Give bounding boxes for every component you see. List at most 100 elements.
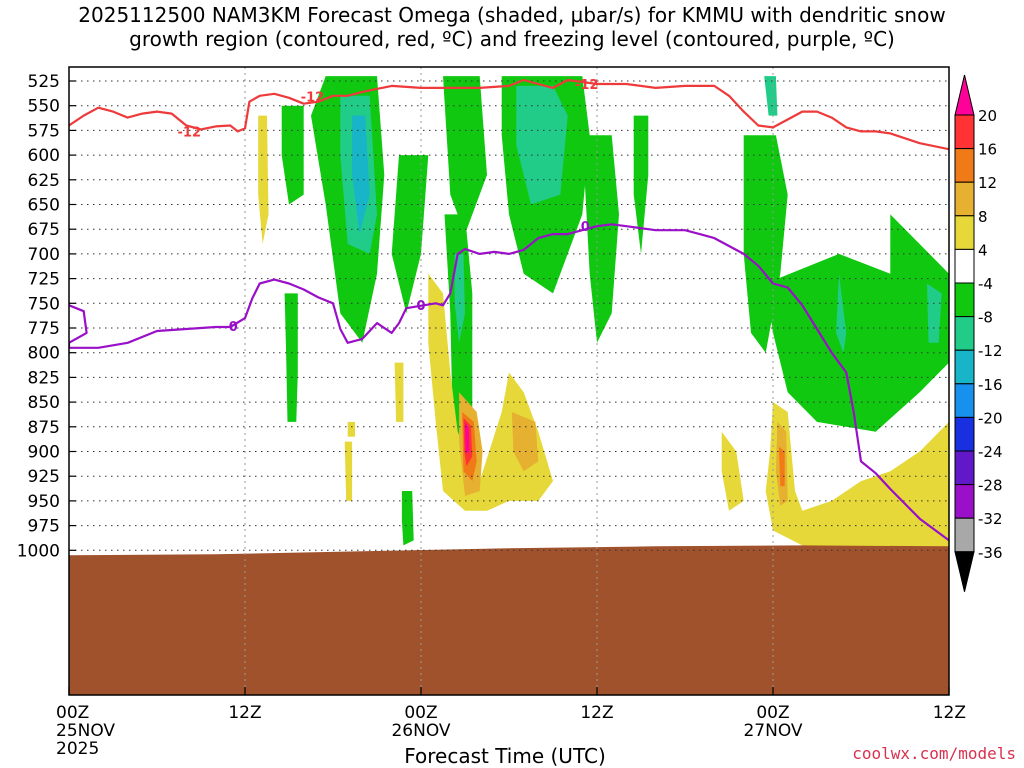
x-tick-label-0-l3: 2025: [56, 739, 99, 759]
x-tick-label-36-l1: 12Z: [580, 703, 613, 723]
omega-region-18: [927, 283, 942, 343]
colorbar-label-0: 20: [978, 107, 997, 125]
omega-region-31: [344, 441, 353, 501]
colorbar-top-arrow: [954, 74, 975, 116]
colorbar-segment-3: [954, 181, 975, 217]
colorbar-label-6: -8: [978, 309, 993, 327]
omega-region-11: [633, 115, 649, 254]
colorbar-label-7: -12: [978, 342, 1003, 360]
omega-region-24: [465, 421, 470, 454]
x-tick-label-24-l2: 26NOV: [391, 721, 450, 741]
chart-title-line2: growth region (contoured, red, ºC) and f…: [129, 27, 895, 51]
omega-region-26: [721, 431, 744, 511]
x-tick-label-24-l1: 00Z: [404, 703, 437, 723]
y-tick-label-675: 675: [28, 220, 60, 240]
freezing-contour-line: [69, 223, 949, 542]
x-tick-label-12-l1: 12Z: [228, 703, 261, 723]
x-axis-label: Forecast Time (UTC): [404, 744, 606, 768]
colorbar-bottom-arrow: [954, 551, 975, 592]
freezing-contour-label-2: 0: [581, 220, 590, 235]
omega-region-20: [428, 273, 553, 511]
ground-terrain: [69, 545, 949, 695]
y-tick-label-525: 525: [28, 72, 60, 92]
dgz-contour-label-2: -12: [575, 78, 599, 93]
colorbar-label-1: 16: [978, 141, 997, 159]
y-tick-label-600: 600: [28, 146, 60, 166]
colorbar-label-2: 12: [978, 174, 997, 192]
freezing-contour-label-0: 0: [229, 320, 238, 335]
colorbar-label-5: -4: [978, 275, 993, 293]
y-tick-label-575: 575: [28, 121, 60, 141]
omega-region-7: [516, 85, 568, 205]
y-tick-label-925: 925: [28, 467, 60, 487]
y-tick-label-850: 850: [28, 393, 60, 413]
colorbar-segment-7: [954, 316, 975, 351]
omega-region-27: [765, 402, 949, 551]
colorbar-label-10: -24: [978, 443, 1003, 461]
y-tick-label-950: 950: [28, 492, 60, 512]
colorbar-segment-5: [954, 248, 975, 284]
y-tick-label-725: 725: [28, 270, 60, 290]
x-tick-label-0-l2: 25NOV: [56, 721, 115, 741]
omega-region-12: [284, 293, 298, 422]
colorbar-segment-12: [954, 484, 975, 519]
dgz-contour-label-0: -12: [178, 125, 202, 140]
omega-region-10: [582, 135, 619, 343]
colorbar-label-13: -36: [978, 544, 1003, 562]
colorbar-label-12: -32: [978, 510, 1003, 528]
y-tick-label-975: 975: [28, 517, 60, 537]
omega-region-30: [347, 421, 355, 437]
colorbar-segment-11: [954, 450, 975, 486]
omega-region-16: [765, 214, 949, 432]
y-tick-label-550: 550: [28, 97, 60, 117]
omega-region-15: [764, 76, 778, 116]
omega-region-19: [258, 115, 269, 244]
y-tick-label-800: 800: [28, 344, 60, 364]
colorbar-segment-10: [954, 416, 975, 452]
colorbar-segment-2: [954, 148, 975, 183]
x-tick-label-0-l1: 00Z: [56, 703, 89, 723]
colorbar-label-4: 4: [978, 241, 988, 259]
gridlines: [69, 67, 949, 695]
colorbar-segment-8: [954, 349, 975, 385]
y-tick-label-750: 750: [28, 294, 60, 314]
credit-text: coolwx.com/models: [852, 744, 1016, 763]
y-tick-label-875: 875: [28, 418, 60, 438]
y-tick-label-775: 775: [28, 319, 60, 339]
omega-shading: [258, 76, 949, 551]
y-tick-label-900: 900: [28, 443, 60, 463]
omega-region-32: [394, 362, 404, 422]
dgz-contour-line: [69, 78, 949, 151]
colorbar: 20 16 12 8 4 -4 -8 -12 -16 -20 -24 -28 -32 -36: [954, 74, 1003, 592]
colorbar-segment-9: [954, 383, 975, 418]
colorbar-segment-4: [954, 215, 975, 250]
omega-region-14: [743, 135, 788, 353]
y-tick-label-700: 700: [28, 245, 60, 265]
freezing-contour-label-1: 0: [416, 299, 425, 314]
dgz-contour-label-1: -12: [301, 91, 325, 106]
colorbar-label-11: -28: [978, 477, 1003, 495]
omega-region-3: [352, 115, 370, 235]
omega-region-9: [454, 253, 465, 343]
plot-frame: [68, 66, 950, 696]
omega-region-17: [836, 273, 847, 353]
y-tick-label-825: 825: [28, 368, 60, 388]
y-tick-label-625: 625: [28, 171, 60, 191]
colorbar-label-8: -16: [978, 376, 1003, 394]
colorbar-label-9: -20: [978, 409, 1003, 427]
y-tick-label-650: 650: [28, 196, 60, 216]
colorbar-segment-13: [954, 517, 975, 553]
x-tick-label-60-l1: 12Z: [933, 703, 966, 723]
colorbar-segment-6: [954, 282, 975, 318]
colorbar-label-3: 8: [978, 208, 988, 226]
x-tick-label-48-l2: 27NOV: [743, 721, 802, 741]
omega-region-13: [401, 491, 414, 546]
terrain-fill: [69, 545, 949, 695]
contour-lines: -12 -12 -12 0 0 0: [69, 78, 949, 542]
y-axis: 525 550 575 600 625 650 675 700 725 750 775 800 825 8…: [17, 72, 76, 561]
y-tick-label-1000: 1000: [17, 541, 60, 561]
colorbar-segment-1: [954, 114, 975, 150]
x-tick-label-48-l1: 00Z: [756, 703, 789, 723]
